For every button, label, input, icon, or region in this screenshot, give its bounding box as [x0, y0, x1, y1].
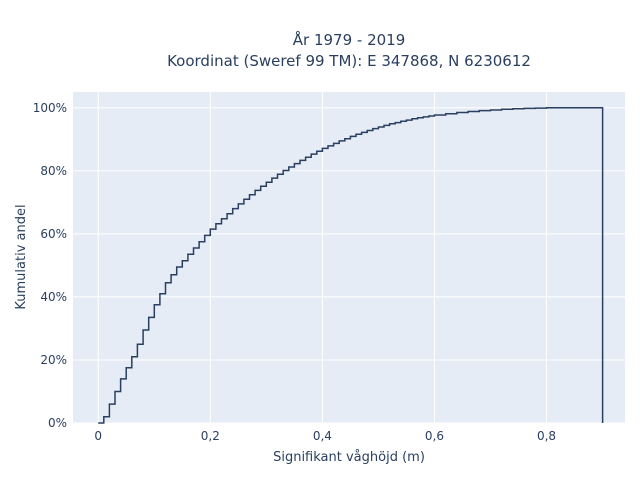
- grid-lines: [73, 92, 625, 424]
- x-tick-label: 0,8: [537, 429, 556, 443]
- y-axis-ticks: 0% 20% 40% 60% 80% 100%: [33, 101, 67, 430]
- y-tick-label: 100%: [33, 101, 67, 115]
- x-axis-label: Signifikant våghöjd (m): [273, 450, 425, 465]
- x-axis-ticks: 0 0,2 0,4 0,6 0,8: [94, 429, 556, 443]
- y-tick-label: 0%: [48, 416, 67, 430]
- y-axis-label: Kumulativ andel: [14, 204, 29, 309]
- y-tick-label: 40%: [40, 290, 67, 304]
- y-tick-label: 20%: [40, 353, 67, 367]
- series-line: [98, 107, 604, 424]
- x-tick-label: 0,4: [313, 429, 332, 443]
- x-tick-label: 0: [94, 429, 102, 443]
- chart-title-line1: År 1979 - 2019: [293, 30, 406, 49]
- plot-area: [73, 92, 625, 423]
- y-tick-label: 80%: [40, 164, 67, 178]
- x-tick-label: 0,6: [425, 429, 444, 443]
- x-tick-label: 0,2: [201, 429, 220, 443]
- y-tick-label: 60%: [40, 227, 67, 241]
- chart-title-line2: Koordinat (Sweref 99 TM): E 347868, N 62…: [167, 52, 531, 70]
